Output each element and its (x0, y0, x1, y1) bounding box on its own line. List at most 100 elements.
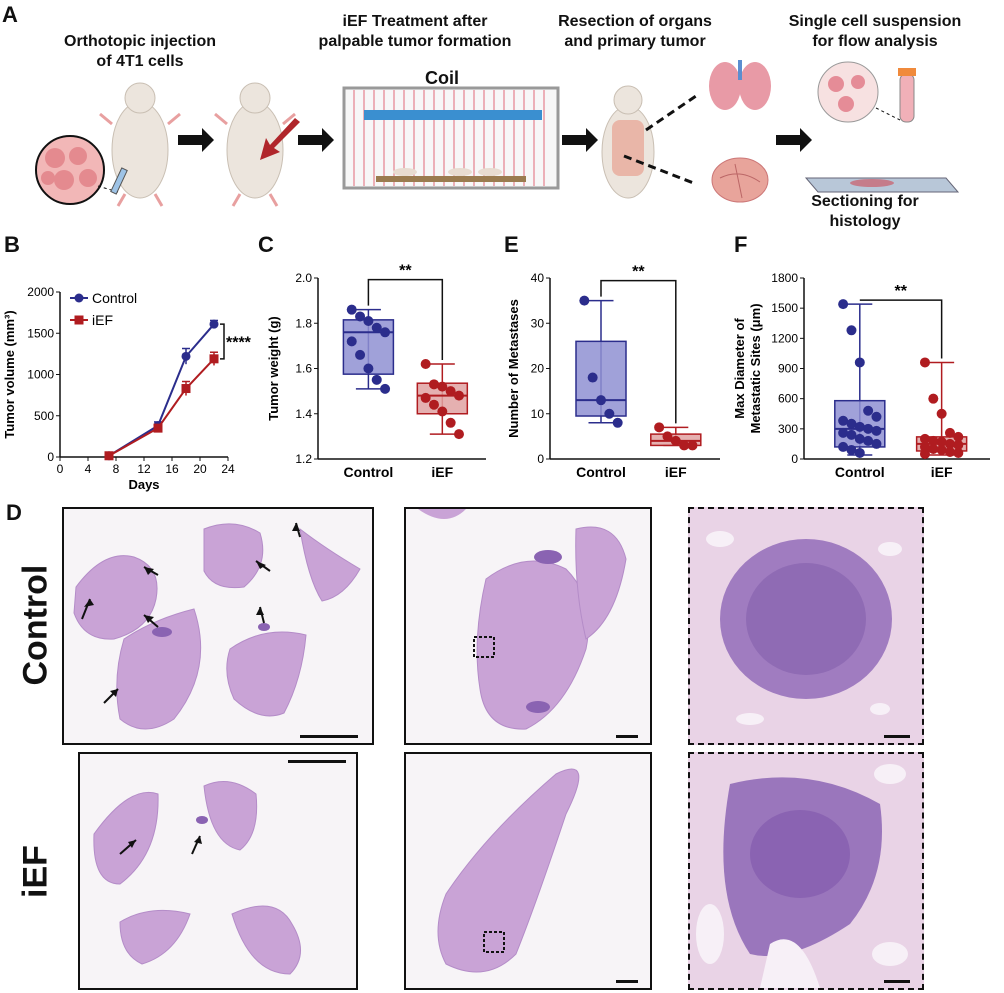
schematic-step-resection: Resection of organs and primary tumor (558, 13, 712, 50)
data-point-control (181, 351, 191, 361)
data-point (936, 436, 947, 447)
data-point (587, 372, 598, 383)
data-point (944, 446, 955, 457)
arrow-2-icon (298, 128, 334, 152)
y-axis-label: Tumor weight (g) (266, 316, 281, 420)
schematic-step-treatment: iEF Treatment after palpable tumor forma… (318, 13, 512, 50)
data-point (919, 441, 930, 452)
data-point (355, 349, 366, 360)
histology-slide-icon (804, 177, 960, 193)
y-tick-label: 0 (791, 452, 798, 466)
data-point (928, 443, 939, 454)
data-point (846, 325, 857, 336)
category-label: iEF (931, 464, 953, 480)
x-tick-label: 8 (113, 462, 120, 476)
y-tick-label: 10 (531, 407, 545, 421)
y-tick-label: 20 (531, 362, 545, 376)
data-point (453, 390, 464, 401)
data-point (944, 438, 955, 449)
y-tick-label: 2.0 (295, 271, 312, 285)
data-point (445, 417, 456, 428)
data-point (919, 357, 930, 368)
panel-label-a: A (2, 2, 18, 27)
histology-control-midmag (404, 507, 652, 745)
data-point (346, 336, 357, 347)
chart-c-tumor-weight: 1.2 1.4 1.6 1.8 2.0 Tumor weight (g) Control iE… (266, 263, 486, 480)
data-point (428, 399, 439, 410)
data-point (871, 425, 882, 436)
scale-bar (300, 735, 358, 738)
data-point (838, 427, 849, 438)
data-point (662, 431, 673, 442)
data-point (437, 381, 448, 392)
data-point (854, 447, 865, 458)
data-point (380, 383, 391, 394)
y-tick-label: 1.2 (295, 452, 312, 466)
data-point (346, 304, 357, 315)
data-point (838, 299, 849, 310)
legend-marker (74, 293, 84, 303)
data-point (871, 411, 882, 422)
data-point (919, 433, 930, 444)
data-point (863, 423, 874, 434)
mouse-1-icon (99, 82, 181, 207)
data-point (596, 395, 606, 406)
chart-f-max-diameter: 0 300 600 900 1200 1500 1800 Max Diameter of Met… (732, 271, 990, 480)
data-point (936, 444, 947, 455)
significance-label: **** (226, 335, 252, 352)
data-point-ief (104, 451, 114, 461)
data-point (670, 435, 681, 446)
data-point (371, 374, 382, 385)
lung-icon (709, 60, 771, 110)
histology-ief-highmag (688, 752, 924, 990)
x-tick-label: 16 (165, 462, 179, 476)
data-point-ief (181, 384, 191, 394)
category-label: iEF (665, 464, 687, 480)
legend-marker (74, 315, 84, 325)
y-tick-label: 300 (778, 422, 798, 436)
data-point (380, 327, 391, 338)
y-tick-label: 1500 (27, 326, 54, 340)
histology-ief-midmag (404, 752, 652, 990)
arrow-1-icon (178, 128, 214, 152)
y-axis-label: Metastatic Sites (μm) (748, 303, 763, 433)
significance-bracket (220, 323, 225, 360)
data-point (838, 441, 849, 452)
scale-bar (616, 980, 638, 983)
data-point (846, 418, 857, 429)
panel-label-d: D (6, 500, 22, 525)
data-point (854, 433, 865, 444)
data-point (871, 438, 882, 449)
panel-label-f: F (734, 232, 748, 257)
data-point (679, 440, 690, 451)
data-point (437, 406, 448, 417)
y-tick-label: 900 (778, 362, 798, 376)
scale-bar (884, 980, 910, 983)
scale-bar (616, 735, 638, 738)
primary-tumor-icon (711, 157, 769, 203)
schematic-step-injection: Orthotopic injection of 4T1 cells (64, 33, 216, 70)
y-tick-label: 1000 (27, 368, 54, 382)
data-point (371, 322, 382, 333)
data-point (445, 386, 456, 397)
data-point (854, 421, 865, 432)
panel-label-b: B (4, 232, 20, 257)
y-tick-label: 1.4 (295, 407, 312, 421)
series-line-ief (108, 358, 215, 457)
data-point (846, 444, 857, 455)
significance-bracket (600, 279, 677, 424)
mouse-3-icon (601, 85, 655, 199)
data-point (420, 358, 431, 369)
data-point (863, 435, 874, 446)
data-point (928, 435, 939, 446)
significance-bracket (859, 299, 943, 359)
data-point (363, 315, 374, 326)
data-point (612, 417, 623, 428)
arrow-lung-icon (645, 94, 697, 132)
data-point (687, 440, 698, 451)
scale-bar (884, 735, 910, 738)
data-point (654, 422, 665, 433)
data-point (928, 393, 939, 404)
row-label-ief: iEF (16, 845, 55, 898)
x-tick-label: 0 (57, 462, 64, 476)
